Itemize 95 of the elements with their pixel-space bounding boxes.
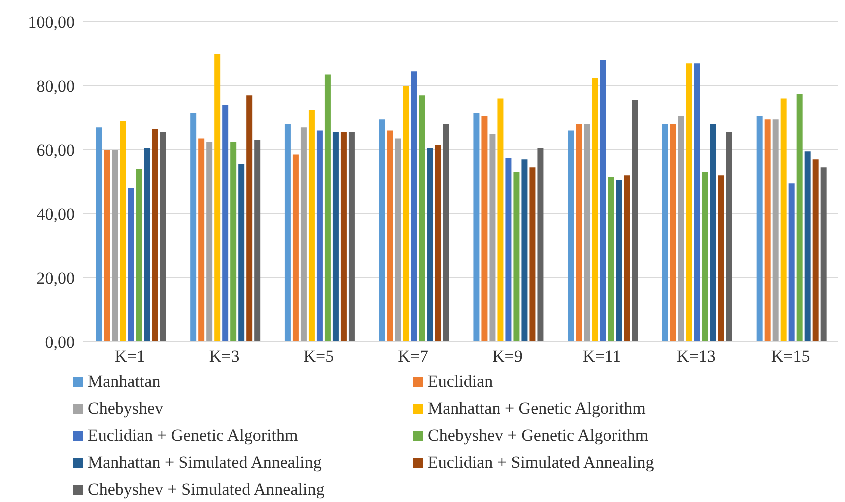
bar (498, 98, 504, 342)
bar (702, 172, 708, 342)
bar (254, 140, 261, 342)
bar (820, 168, 827, 342)
bar (316, 130, 323, 342)
bar (710, 124, 716, 342)
bar (112, 150, 118, 342)
bar (522, 160, 528, 342)
bar (120, 121, 126, 342)
bar (764, 120, 771, 342)
bar (246, 96, 253, 342)
bar (756, 116, 763, 342)
bar (300, 128, 307, 342)
bar (308, 110, 315, 342)
x-tick-label: K=13 (677, 347, 716, 366)
bar (332, 132, 339, 342)
bar (616, 180, 622, 342)
x-tick-label: K=15 (771, 347, 810, 366)
bar (726, 132, 732, 342)
bar (632, 100, 638, 342)
bar (482, 116, 488, 342)
bar (104, 150, 110, 342)
bar (206, 142, 213, 342)
bar (152, 129, 158, 342)
bar (379, 120, 386, 342)
bar (804, 152, 811, 342)
bar (474, 113, 480, 342)
bar (530, 168, 536, 342)
y-tick-label: 100,00 (28, 13, 75, 32)
bar (419, 96, 426, 342)
x-tick-label: K=3 (209, 347, 240, 366)
y-tick-label: 40,00 (36, 205, 75, 224)
bar (772, 120, 779, 342)
bar (190, 113, 197, 342)
bar (568, 130, 574, 342)
bar (348, 132, 355, 342)
y-tick-label: 80,00 (36, 77, 75, 96)
bar (284, 124, 291, 342)
legend-label: Chebyshev (88, 399, 164, 419)
bar (403, 86, 410, 342)
bar (387, 130, 394, 342)
bar (788, 184, 795, 342)
bar (490, 134, 496, 342)
bar (670, 124, 676, 342)
legend-label: Chebyshev + Genetic Algorithm (428, 426, 649, 446)
legend-label: Chebyshev + Simulated Annealing (88, 480, 325, 500)
bar (128, 188, 134, 342)
bar (395, 138, 402, 342)
legend-label: Euclidian + Genetic Algorithm (88, 426, 298, 446)
bar (796, 94, 803, 342)
legend-label: Euclidian (428, 372, 494, 392)
bar (662, 124, 668, 342)
bar (230, 142, 237, 342)
bar (160, 132, 166, 342)
y-tick-label: 20,00 (36, 269, 75, 288)
bar (576, 124, 582, 342)
y-tick-label: 0,00 (45, 333, 75, 352)
bar (624, 176, 630, 342)
x-tick-label: K=5 (304, 347, 334, 366)
bar (694, 64, 700, 342)
bar (214, 54, 221, 342)
bar (411, 72, 418, 342)
x-tick-label: K=9 (492, 347, 523, 366)
bar (780, 98, 787, 342)
legend-label: Manhattan + Genetic Algorithm (428, 399, 646, 419)
bar (584, 124, 590, 342)
bar (324, 74, 331, 342)
y-tick-label: 60,00 (36, 141, 75, 160)
legend-label: Manhattan (88, 372, 161, 392)
x-tick-label: K=1 (115, 347, 146, 366)
bar (678, 116, 684, 342)
bar (608, 177, 614, 342)
bar (427, 148, 434, 342)
bar (443, 124, 450, 342)
legend-label: Manhattan + Simulated Annealing (88, 453, 322, 473)
legend-label: Euclidian + Simulated Annealing (428, 453, 654, 473)
bar (514, 172, 520, 342)
bar (340, 132, 347, 342)
x-tick-label: K=7 (398, 347, 429, 366)
bar (136, 169, 142, 342)
bar (592, 78, 598, 342)
bar (222, 105, 229, 342)
bar (198, 138, 205, 342)
bar (238, 164, 245, 342)
bar (538, 148, 544, 342)
bar (96, 128, 102, 342)
bar (686, 64, 692, 342)
bar (812, 160, 819, 342)
bar (435, 145, 442, 342)
bar (718, 176, 724, 342)
bar (292, 154, 299, 342)
x-tick-label: K=11 (582, 347, 622, 366)
bar (506, 158, 512, 342)
bar (600, 60, 606, 342)
bar (144, 148, 150, 342)
